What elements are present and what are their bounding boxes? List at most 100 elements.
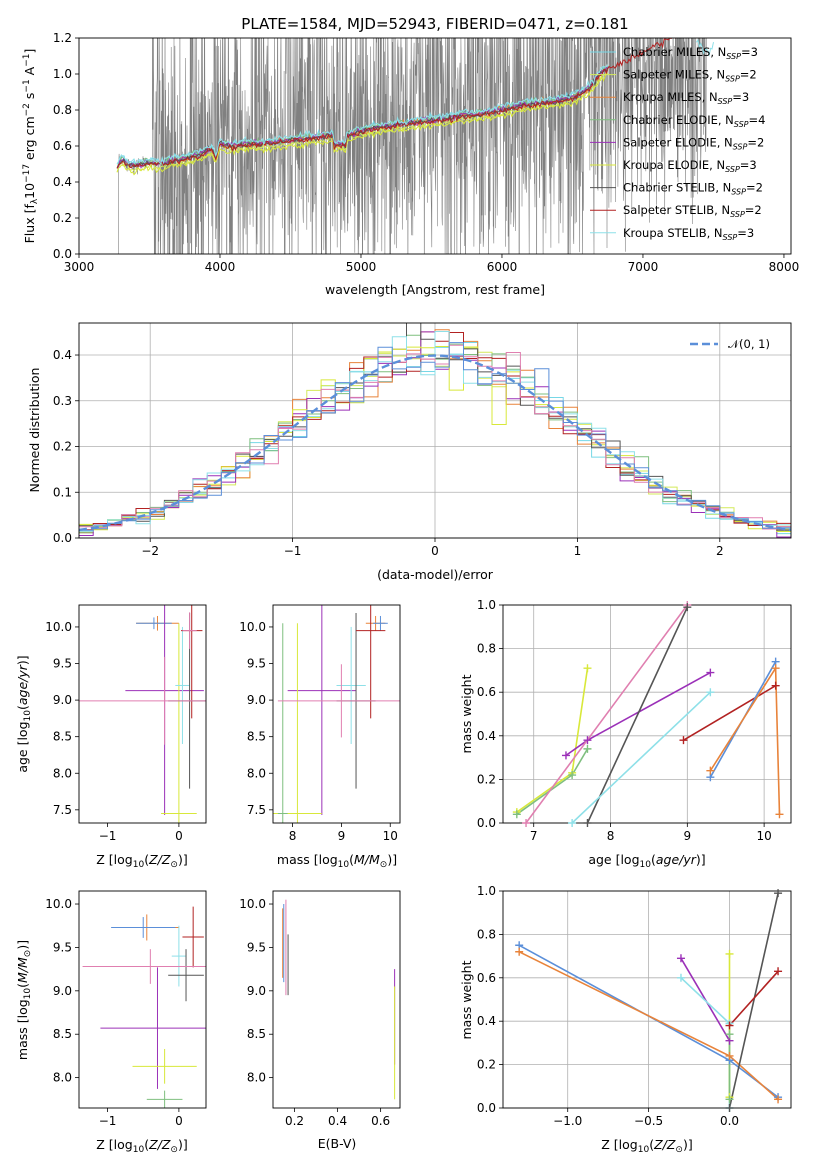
y-tick-label: 9.5 <box>53 657 72 671</box>
legend-entry: Salpeter ELODIE, NSSP=2 <box>623 135 764 151</box>
x-tick-label: 0.0 <box>720 1114 739 1128</box>
model-spectrum-salpeter_stelib <box>116 68 609 169</box>
x-axis-label: Z [log10(Z/Z⊙)] <box>601 1137 692 1155</box>
axes-frame <box>78 37 792 255</box>
legend-sub: SSP <box>731 188 746 197</box>
series-line <box>680 977 731 1108</box>
label-part: Flux [f <box>22 204 37 244</box>
y-tick-label: 0.4 <box>477 729 496 743</box>
y-axis-label: mass weight <box>459 960 474 1039</box>
model-spectrum-red-tail <box>607 38 676 70</box>
panel-mass_vs_Z: −1 08.08.59.09.510.0Z [log10(Z/Z⊙)]mass [… <box>15 890 207 1155</box>
y-tick-label: 0.1 <box>53 485 72 499</box>
data-point <box>583 664 592 673</box>
data-point <box>522 819 531 827</box>
legend-sub: SSP <box>723 233 738 242</box>
label-part: ⊙ <box>675 1145 683 1155</box>
plot-area <box>516 605 781 823</box>
y-tick-label: 0.2 <box>477 772 496 786</box>
x-tick-label: 7000 <box>628 260 659 274</box>
data-point <box>775 810 784 819</box>
legend-text: =3 <box>732 90 749 104</box>
label-part: M/M <box>15 957 30 983</box>
label-part: )] <box>683 1137 693 1152</box>
x-tick-label: 8 <box>289 829 297 843</box>
data-point <box>676 973 685 982</box>
label-part: ( <box>349 852 354 867</box>
legend-entry: Salpeter STELIB, NSSP=2 <box>623 203 762 219</box>
label-part: mass [log <box>15 999 30 1060</box>
legend-entry: Kroupa MILES, NSSP=3 <box>623 90 749 106</box>
legend-text: Chabrier ELODIE, N <box>623 113 734 127</box>
legend-entry: Chabrier STELIB, NSSP=2 <box>623 181 763 197</box>
legend-entry: Chabrier ELODIE, NSSP=4 <box>623 113 765 129</box>
x-axis-label: Z [log10(Z/Z⊙)] <box>96 1137 187 1155</box>
label-part: age/yr <box>656 852 697 867</box>
legend-text: =3 <box>741 45 758 59</box>
data-point <box>568 819 577 827</box>
data-point <box>725 1051 734 1060</box>
plot-area <box>282 899 396 1100</box>
data-point <box>568 771 577 780</box>
y-tick-label: 0.2 <box>477 1058 496 1072</box>
series-line <box>516 668 589 813</box>
legend-text: Salpeter ELODIE, N <box>623 135 733 149</box>
label-part: Z/Z <box>653 1137 676 1152</box>
label-part: 10 <box>133 1145 145 1155</box>
y-tick-label: 7.5 <box>247 803 266 817</box>
label-part: −1 <box>22 79 32 92</box>
y-tick-label: 0.6 <box>53 139 72 153</box>
data-point <box>706 766 715 775</box>
y-tick-label: 9.0 <box>247 984 266 998</box>
label-part: ⊙ <box>170 860 178 870</box>
label-part: λ <box>30 198 40 204</box>
label-part: )] <box>387 852 397 867</box>
label-part: ] <box>22 49 37 54</box>
legend-text: =2 <box>746 181 763 195</box>
data-point <box>515 947 524 956</box>
label-part: ( <box>649 1137 654 1152</box>
legend-text: =3 <box>740 158 757 172</box>
data-point <box>774 889 783 898</box>
y-tick-label: 10.0 <box>45 897 72 911</box>
legend-text: =3 <box>737 226 754 240</box>
legend-text: Salpeter STELIB, N <box>623 203 730 217</box>
label-part: age/yr <box>15 664 30 705</box>
panel-age_vs_Z: −1 07.58.08.59.09.510.0Z [log10(Z/Z⊙)]age… <box>15 604 207 870</box>
axes-frame <box>78 322 792 539</box>
label-part: )] <box>15 655 30 665</box>
y-tick-label: 0.0 <box>53 531 72 545</box>
label-part: −1 <box>22 54 32 67</box>
series-line <box>586 606 689 823</box>
label-part: Z [log <box>601 1137 637 1152</box>
plot-area <box>79 605 206 823</box>
x-axis-label: (data-model)/error <box>377 567 494 582</box>
x-tick-label: −2 <box>141 544 159 558</box>
data-point <box>583 819 592 827</box>
legend-sub: SSP <box>730 210 745 219</box>
data-point <box>774 967 783 976</box>
legend-text: =2 <box>740 68 757 82</box>
x-axis-label: age [log10(age/yr)] <box>588 852 705 870</box>
y-tick-label: 0.0 <box>477 1101 496 1115</box>
label-part: ⊙ <box>23 950 33 958</box>
model-spectrum-kroupa_stelib <box>116 64 609 165</box>
axes-frame <box>272 604 401 824</box>
label-part: 10 <box>23 710 33 722</box>
label-part: A <box>22 66 37 79</box>
y-tick-label: 7.5 <box>53 803 72 817</box>
data-point <box>583 736 592 745</box>
y-tick-label: 1.0 <box>477 598 496 612</box>
y-tick-label: 9.0 <box>53 984 72 998</box>
x-tick-label: 0.2 <box>285 1114 304 1128</box>
label-part: )] <box>696 852 706 867</box>
label-part: s <box>22 93 37 104</box>
label-part: ( <box>15 983 30 988</box>
x-tick-label: 8000 <box>769 260 800 274</box>
label-part: age [log <box>15 721 30 772</box>
y-tick-label: 0.4 <box>53 175 72 189</box>
label-part: Z [log <box>96 1137 132 1152</box>
x-tick-label: 4000 <box>205 260 236 274</box>
x-tick-label: 0 <box>175 829 183 843</box>
